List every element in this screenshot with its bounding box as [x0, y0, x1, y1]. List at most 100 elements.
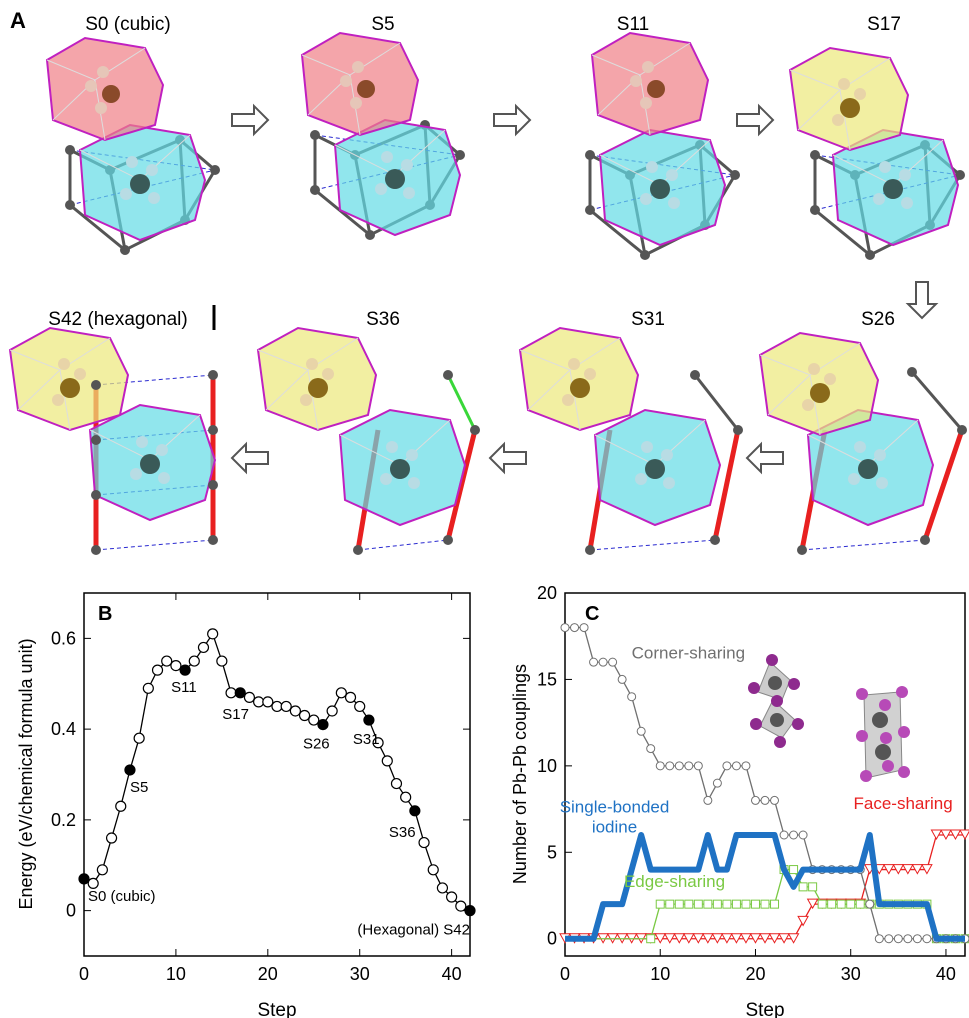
highlighted-point: [464, 905, 476, 917]
structure-label-s17: S17: [867, 14, 901, 35]
data-point: [308, 714, 320, 726]
data-point: [207, 628, 219, 640]
data-point: [188, 655, 200, 667]
series-line: [565, 832, 965, 942]
corner-sharing-marker: [893, 934, 903, 944]
y-axis-label: Energy (eV/chemical formula unit): [16, 638, 36, 909]
point-annotation: S26: [303, 736, 330, 753]
face-sharing-marker: [882, 864, 895, 875]
data-point: [390, 777, 403, 790]
corner-sharing-marker: [884, 934, 894, 944]
structure-label-s0: S0 (cubic): [85, 14, 171, 35]
series-label-line: Single-bonded: [560, 798, 670, 817]
series-label-line: Edge-sharing: [624, 872, 725, 891]
face-sharing-marker: [654, 933, 667, 944]
corner-sharing-marker: [655, 761, 665, 771]
edge-sharing-marker: [750, 899, 760, 909]
point-annotation: S11: [171, 679, 197, 696]
series-label: Face-sharing: [853, 794, 952, 813]
edge-sharing-marker: [798, 882, 808, 892]
structure-s5: [301, 32, 467, 242]
corner-sharing-marker: [560, 623, 570, 633]
y-tick-label: 0: [547, 929, 557, 949]
data-point: [455, 900, 467, 912]
corner-sharing-inset-icon: [748, 654, 804, 748]
data-point: [335, 687, 347, 699]
arrow-s11-s17: [736, 105, 774, 135]
point-annotation: S17: [222, 706, 249, 723]
edge-sharing-marker: [674, 899, 684, 909]
face-sharing-marker: [663, 933, 676, 944]
point-annotation: S31: [353, 731, 380, 748]
x-tick-label: 0: [79, 964, 89, 984]
data-point: [142, 682, 154, 694]
series-label-line: Corner-sharing: [632, 644, 745, 663]
arrow-s5-s11: [493, 105, 531, 135]
edge-sharing-marker: [665, 899, 675, 909]
data-point: [253, 696, 265, 708]
y-tick-label: 0.4: [51, 719, 76, 739]
structure-s36: [257, 327, 480, 555]
face-sharing-marker: [730, 933, 743, 944]
edge-sharing-marker: [789, 865, 799, 875]
structure-s42: [9, 327, 218, 555]
structure-s0: [46, 37, 222, 257]
corner-sharing-marker: [570, 623, 580, 633]
data-point: [87, 877, 99, 889]
edge-sharing-marker: [760, 899, 770, 909]
corner-sharing-marker: [617, 674, 627, 684]
structure-label-s42: S42 (hexagonal): [48, 309, 187, 330]
data-point: [418, 836, 430, 849]
corner-sharing-marker: [636, 726, 646, 736]
corner-sharing-marker: [865, 899, 875, 909]
corner-sharing-marker: [750, 795, 760, 805]
data-point: [326, 705, 338, 717]
corner-sharing-marker: [579, 623, 589, 633]
arrow-s31-s36: [489, 443, 527, 473]
data-point: [427, 864, 439, 876]
corner-sharing-marker: [712, 778, 722, 788]
face-sharing-marker: [673, 933, 686, 944]
corner-sharing-marker: [798, 830, 808, 840]
y-axis-label: Number of Pb-Pb couplings: [510, 664, 530, 884]
corner-sharing-marker: [589, 657, 599, 667]
data-point: [271, 700, 283, 713]
data-point: [133, 732, 145, 744]
data-point: [243, 691, 256, 703]
data-point: [446, 891, 458, 903]
panel-a-structures: A S0 (cubic) S5 S11 S17 S42 (hexagonal) …: [9, 8, 967, 555]
corner-sharing-marker: [760, 795, 770, 805]
face-sharing-marker: [797, 915, 809, 927]
corner-sharing-marker: [646, 744, 656, 754]
x-tick-label: 20: [745, 964, 765, 984]
data-point: [354, 700, 366, 713]
edge-sharing-marker: [693, 899, 703, 909]
edge-sharing-marker: [684, 899, 694, 909]
corner-sharing-marker: [608, 657, 618, 667]
point-annotation: S5: [130, 779, 148, 796]
corner-sharing-marker: [684, 761, 694, 771]
x-tick-label: 0: [560, 964, 570, 984]
data-point: [436, 882, 449, 894]
arrow-down: [905, 281, 939, 320]
face-sharing-marker: [711, 933, 724, 944]
arrow-s0-s5: [231, 105, 269, 135]
data-point: [289, 705, 301, 717]
face-sharing-marker: [959, 829, 969, 841]
structure-s17: [789, 47, 967, 262]
data-point: [400, 791, 412, 803]
y-tick-label: 10: [537, 756, 557, 776]
edge-sharing-marker: [808, 882, 818, 892]
panel-c-letter: C: [585, 603, 599, 625]
edge-sharing-marker: [827, 899, 837, 909]
y-tick-label: 0.6: [51, 628, 76, 648]
y-tick-label: 0.2: [51, 810, 76, 830]
structure-label-s26: S26: [861, 309, 895, 330]
face-sharing-marker: [702, 933, 714, 944]
corner-sharing-marker: [674, 761, 684, 771]
couplings-chart: 0 10 20 30 40 0 5 10 15 20 Corner-sharing Single-b…: [510, 583, 969, 1018]
corner-sharing-marker: [874, 934, 884, 944]
corner-sharing-marker: [789, 830, 799, 840]
edge-sharing-marker: [646, 934, 656, 944]
data-point: [170, 659, 182, 672]
